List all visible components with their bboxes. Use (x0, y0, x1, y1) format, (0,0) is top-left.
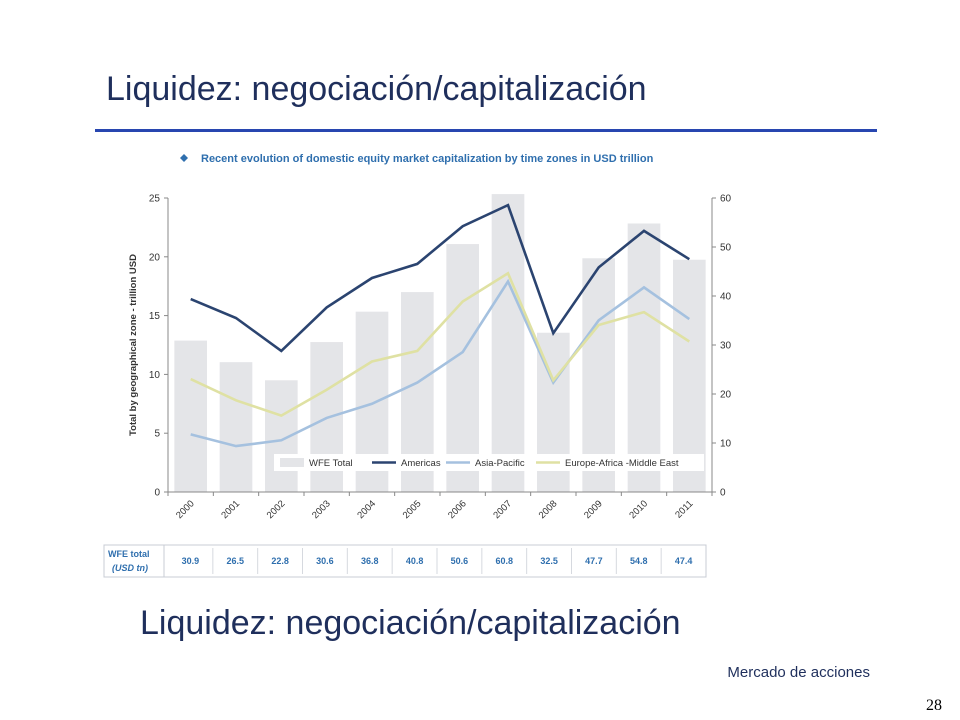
bar-wfe-total (219, 362, 253, 492)
legend-label: Asia-Pacific (475, 458, 525, 469)
bar-wfe-total (582, 258, 615, 492)
left-tick-label: 0 (154, 488, 160, 499)
legend-label: WFE Total (309, 458, 353, 469)
bar-wfe-total (174, 340, 207, 492)
x-tick-label: 2009 (582, 498, 605, 521)
right-tick-label: 60 (720, 194, 732, 205)
x-tick-label: 2006 (446, 498, 469, 521)
x-tick-label: 2007 (491, 498, 514, 521)
title-divider (95, 129, 877, 132)
right-tick-label: 30 (720, 341, 732, 352)
chart-container: 0 5 10 15 20 25 0 10 20 30 40 50 60 2000 2001 2002 2003 2… (100, 143, 748, 583)
table-cell-value: 47.7 (585, 556, 603, 566)
series-line-americas (190, 203, 690, 353)
x-tick-label: 2011 (673, 498, 695, 520)
right-axis-title: Total WFE - trillion USD (737, 292, 740, 398)
table-cell-value: 60.8 (495, 556, 513, 566)
left-tick-label: 25 (149, 194, 161, 205)
chart-header: Recent evolution of domestic equity mark… (180, 153, 654, 165)
left-tick-label: 15 (149, 311, 161, 322)
table-cell-value: 36.8 (361, 556, 379, 566)
footer-label: Mercado de acciones (727, 664, 870, 681)
right-tick-label: 40 (720, 292, 732, 303)
x-tick-label: 2005 (401, 498, 424, 521)
right-tick-label: 0 (720, 488, 726, 499)
slide-title: Liquidez: negociación/capitalización (106, 70, 647, 108)
x-tick-label: 2002 (265, 498, 288, 521)
series-line-europe-africa-middle-east (190, 271, 691, 418)
left-axis-title: Total by geographical zone - trillion US… (128, 254, 139, 436)
slide-subtitle: Liquidez: negociación/capitalización (140, 604, 681, 642)
x-tick-label: 2008 (537, 498, 560, 521)
table-cell-value: 30.9 (182, 556, 200, 566)
right-tick-label: 10 (720, 439, 732, 450)
x-tick-label: 2001 (219, 498, 242, 521)
market-cap-chart: 0 5 10 15 20 25 0 10 20 30 40 50 60 2000 2001 2002 2003 2… (103, 153, 748, 578)
table-cell-value: 22.8 (271, 556, 289, 566)
left-tick-label: 20 (149, 252, 161, 263)
legend-swatch (280, 458, 304, 467)
wfe-total-bars (174, 194, 706, 492)
wfe-total-table: WFE total (USD tn) 30.9 26.5 22.8 30.6 36.8 40.… (103, 544, 707, 578)
table-cell-value: 32.5 (540, 556, 558, 566)
table-frame (103, 544, 707, 578)
x-tick-label: 2010 (627, 498, 650, 521)
bar-wfe-total (491, 194, 525, 492)
table-cell-value: 50.6 (451, 556, 469, 566)
table-cell-value: 47.4 (675, 556, 693, 566)
bar-wfe-total (673, 259, 706, 492)
table-header: WFE total (108, 549, 150, 559)
left-tick-label: 10 (149, 370, 161, 381)
left-tick-label: 5 (154, 429, 160, 440)
bar-wfe-total (265, 380, 298, 492)
x-tick-label: 2003 (310, 498, 333, 521)
table-cell-value: 40.8 (406, 556, 424, 566)
table-cell-value: 26.5 (226, 556, 244, 566)
table-cell-value: 54.8 (630, 556, 648, 566)
bar-wfe-total (627, 223, 661, 492)
right-tick-label: 50 (720, 243, 732, 254)
table-header-units: (USD tn) (112, 563, 148, 573)
series-lines (190, 203, 691, 448)
chart-legend: WFE Total Americas Asia-Pacific Europe-Afri… (274, 454, 704, 471)
bar-wfe-total (446, 244, 479, 492)
legend-label: Europe-Africa -Middle East (565, 458, 679, 469)
page-number: 28 (926, 697, 942, 714)
chart-title: Recent evolution of domestic equity mark… (201, 153, 654, 165)
diamond-bullet-icon (180, 154, 188, 162)
legend-background (274, 454, 704, 471)
series-line-asia-pacific (190, 278, 691, 448)
x-tick-label: 2000 (174, 498, 197, 521)
right-tick-label: 20 (720, 390, 732, 401)
table-cell-value: 30.6 (316, 556, 334, 566)
x-tick-label: 2004 (355, 498, 378, 521)
legend-label: Americas (401, 458, 441, 469)
